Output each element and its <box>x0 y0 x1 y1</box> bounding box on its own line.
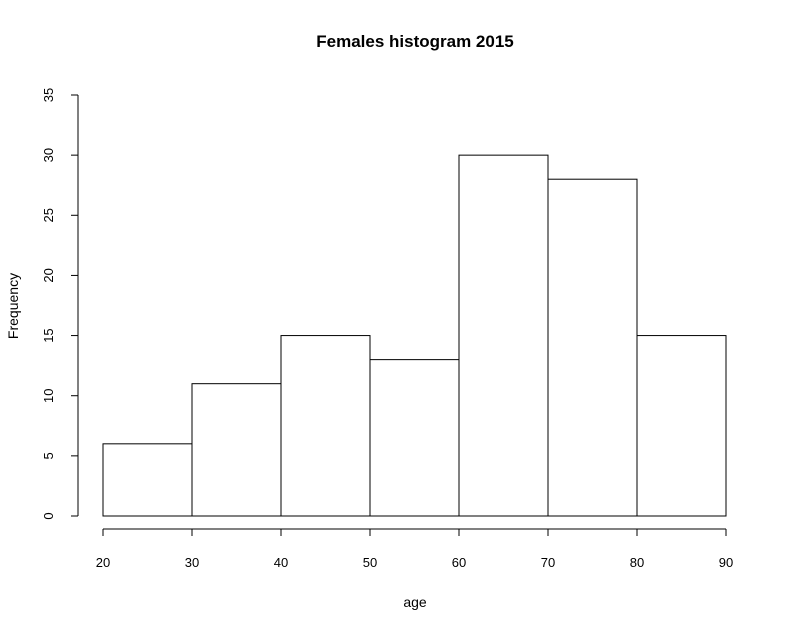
histogram-bar-60-70 <box>458 154 549 517</box>
x-axis: 20 30 40 50 60 70 80 90 <box>96 528 733 570</box>
histogram-bar-30-40 <box>191 383 282 517</box>
x-tick-label-30: 30 <box>185 555 199 570</box>
chart-title: Females histogram 2015 <box>316 32 513 51</box>
x-tick-label-40: 40 <box>274 555 288 570</box>
x-tick-label-70: 70 <box>541 555 555 570</box>
y-tick-label-20: 20 <box>41 268 56 282</box>
bars-group <box>102 154 727 517</box>
y-tick-label-35: 35 <box>41 88 56 102</box>
x-tick-label-50: 50 <box>363 555 377 570</box>
y-tick-label-5: 5 <box>41 452 56 459</box>
x-tick-label-20: 20 <box>96 555 110 570</box>
x-tick-label-90: 90 <box>719 555 733 570</box>
y-tick-label-10: 10 <box>41 388 56 402</box>
x-tick-label-60: 60 <box>452 555 466 570</box>
y-tick-label-25: 25 <box>41 208 56 222</box>
y-tick-label-0: 0 <box>41 512 56 519</box>
x-axis-label: age <box>403 594 427 610</box>
histogram-bar-40-50 <box>280 335 371 517</box>
y-axis-label: Frequency <box>5 273 21 339</box>
y-tick-label-15: 15 <box>41 328 56 342</box>
x-tick-label-80: 80 <box>630 555 644 570</box>
histogram-bar-20-30 <box>102 443 193 517</box>
histogram-bar-50-60 <box>369 359 460 517</box>
histogram-bar-70-80 <box>547 178 638 517</box>
histogram-bar-80-90 <box>636 335 727 517</box>
y-tick-label-30: 30 <box>41 148 56 162</box>
y-axis: 0 5 10 15 20 25 30 35 <box>41 88 79 520</box>
